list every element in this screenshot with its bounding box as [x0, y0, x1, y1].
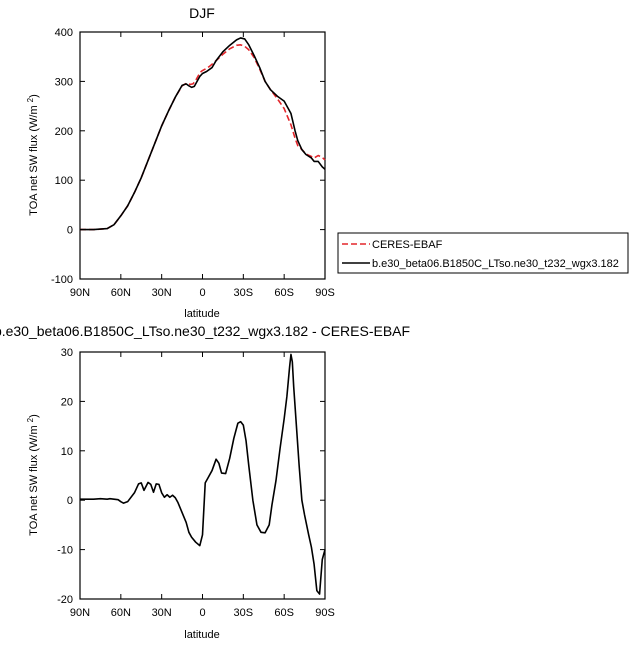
top-chart-plot-area [79, 31, 326, 280]
top-y-tick-label: -100 [51, 274, 73, 286]
bottom-chart-title: b.e30_beta06.B1850C_LTso.ne30_t232_wgx3.… [0, 323, 410, 339]
top-y-tick-label: 200 [55, 126, 73, 138]
bottom-y-tick-label: 10 [61, 446, 73, 458]
bottom-x-tick-label: 90S [315, 607, 335, 619]
bottom-y-axis-label: TOA net SW flux (W/m 2) [26, 414, 40, 536]
top-series-line-0 [80, 44, 326, 231]
bottom-y-tick-label: -10 [57, 545, 73, 557]
legend-box [337, 232, 629, 274]
top-x-tick-label: 60S [274, 287, 294, 299]
top-y-tick-label: 300 [55, 76, 73, 88]
top-x-tick-label: 60N [111, 287, 131, 299]
bottom-x-axis-label: latitude [184, 629, 219, 641]
bottom-series-line-0 [80, 353, 326, 595]
bottom-y-tick-label: 0 [67, 495, 73, 507]
bottom-x-tick-label: 30N [152, 607, 172, 619]
top-x-tick-label: 30N [152, 287, 172, 299]
bottom-y-tick-label: 20 [61, 396, 73, 408]
top-y-tick-label: 400 [55, 27, 73, 39]
top-x-axis-label: latitude [184, 308, 219, 320]
bottom-x-tick-label: 60S [274, 607, 294, 619]
legend-label-model: b.e30_beta06.B1850C_LTso.ne30_t232_wgx3.… [372, 258, 619, 270]
top-chart-legend: CERES-EBAF b.e30_beta06.B1850C_LTso.ne30… [337, 232, 629, 274]
bottom-chart-panel: b.e30_beta06.B1850C_LTso.ne30_t232_wgx3.… [0, 323, 410, 641]
bottom-x-tick-label: 60N [111, 607, 131, 619]
top-y-tick-label: 0 [67, 225, 73, 237]
top-y-tick-label: 100 [55, 175, 73, 187]
top-x-tick-label: 0 [199, 287, 205, 299]
top-chart-panel: DJF 90N 60N 30N 0 30S 60S 90S -100 0 100 200 300 40… [26, 5, 335, 320]
top-y-axis-label: TOA net SW flux (W/m 2) [26, 94, 40, 216]
bottom-y-tick-label: 30 [61, 347, 73, 359]
legend-label-ceres: CERES-EBAF [372, 239, 443, 251]
top-x-tick-label: 90N [70, 287, 90, 299]
top-chart-title: DJF [189, 5, 215, 21]
bottom-x-tick-label: 90N [70, 607, 90, 619]
top-x-tick-label: 30S [234, 287, 254, 299]
top-series-line-1 [80, 37, 326, 231]
bottom-y-tick-label: -20 [57, 594, 73, 606]
bottom-x-tick-label: 0 [199, 607, 205, 619]
top-x-tick-label: 90S [315, 287, 335, 299]
bottom-x-tick-label: 30S [234, 607, 254, 619]
